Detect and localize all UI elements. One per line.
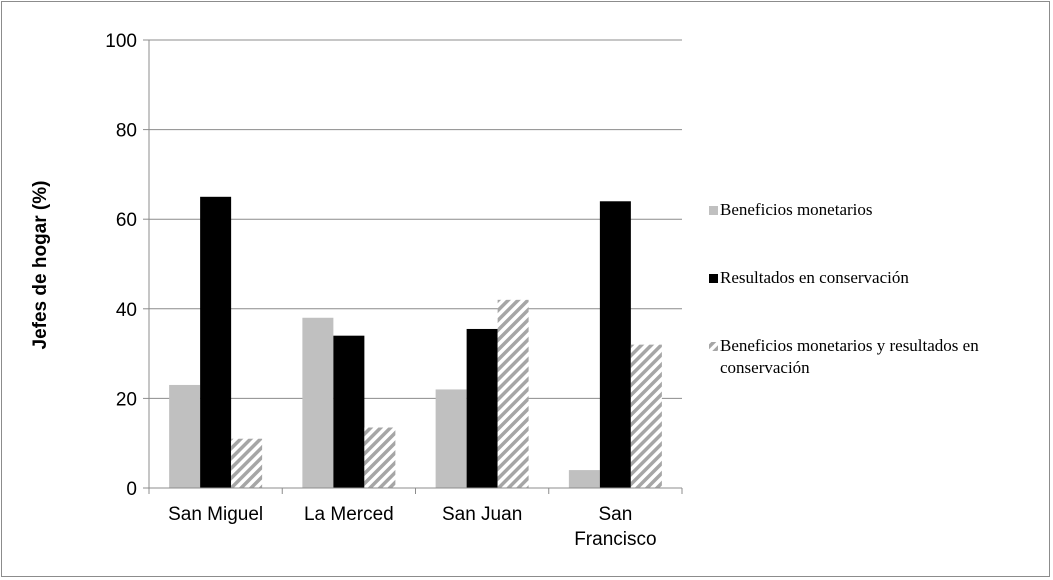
legend-swatch [709, 274, 718, 283]
bar-2 [200, 196, 232, 489]
y-tick-label: 20 [116, 389, 137, 410]
legend-swatch [709, 342, 718, 351]
y-tick-label: 100 [105, 31, 137, 52]
bar-3 [231, 438, 263, 488]
y-tick-label: 40 [116, 300, 137, 321]
bar-3 [497, 299, 529, 488]
x-category-label: San Miguel [168, 504, 263, 525]
x-category-label: San Juan [442, 504, 522, 525]
legend-swatch [709, 206, 718, 215]
bar-1 [302, 317, 334, 488]
x-category-label: San Francisco [574, 504, 656, 550]
bar-2 [599, 201, 631, 488]
x-category-label: La Merced [304, 504, 394, 525]
bar-2 [466, 328, 498, 488]
y-tick-label: 0 [126, 479, 137, 500]
bar-3 [630, 344, 662, 488]
y-tick-label: 60 [116, 210, 137, 231]
legend-label: Beneficios monetarios y resultados en con… [720, 336, 979, 377]
y-axis-label: Jefes de hogar (%) [30, 181, 51, 350]
bar-1 [568, 470, 600, 488]
y-tick-label: 80 [116, 121, 137, 142]
bar-2 [333, 335, 365, 488]
bar-1 [435, 389, 467, 488]
legend-label: Beneficios monetarios [720, 200, 873, 219]
bar-3 [364, 427, 396, 488]
legend-label: Resultados en conservación [720, 268, 909, 287]
bar-1 [169, 384, 201, 488]
